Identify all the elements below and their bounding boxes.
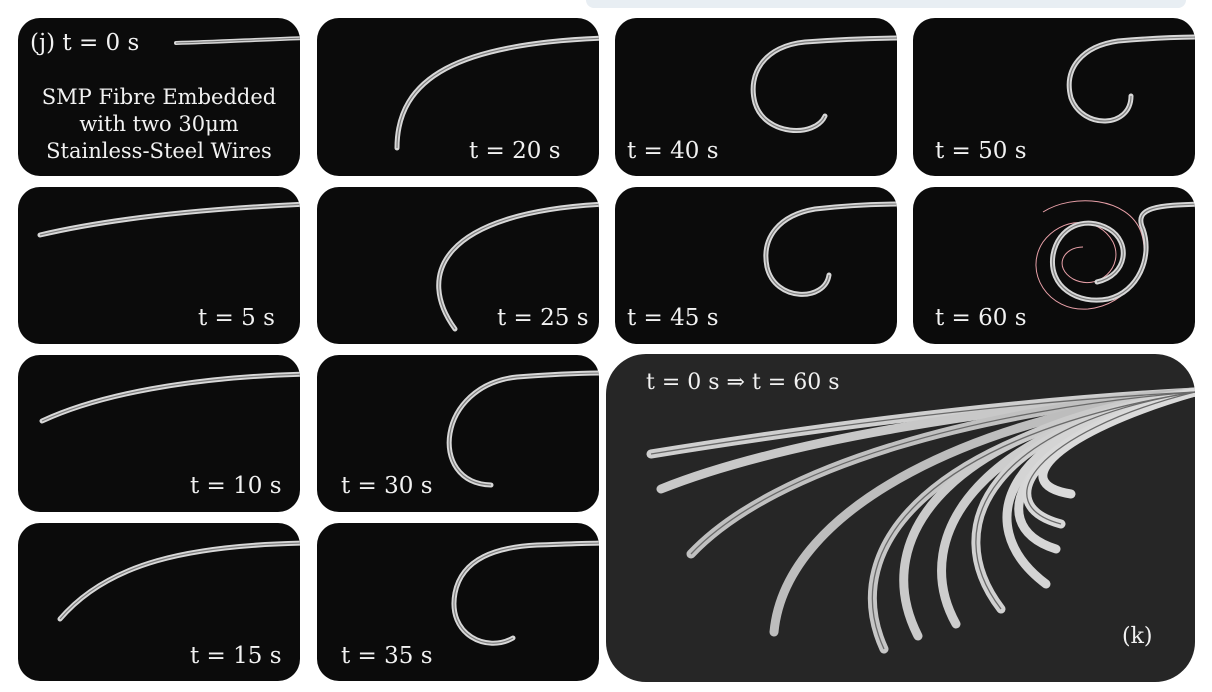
- fibre-curve-t30: [446, 370, 599, 488]
- fibre-curve-t15: [57, 540, 300, 622]
- time-label: t = 60 s: [935, 305, 1027, 331]
- caption-line-2: with two 30μm: [79, 112, 239, 136]
- panel-t25: t = 25 s: [317, 187, 599, 344]
- fibre-spiral-t60: [1035, 200, 1195, 310]
- time-label: t = 30 s: [341, 473, 433, 499]
- panel-t0: (j) t = 0 s SMP Fibre Embedded with two …: [18, 18, 300, 176]
- time-label: t = 50 s: [935, 138, 1027, 164]
- fibre-overlay: [646, 387, 1195, 654]
- fibre-curve-t25: [436, 202, 599, 332]
- panel-t45: t = 45 s: [615, 187, 897, 344]
- time-label: t = 15 s: [190, 643, 282, 669]
- fibre-curve-t10: [39, 371, 300, 424]
- composite-label: t = 0 s ⇒ t = 60 s: [646, 370, 840, 395]
- time-label: t = 35 s: [341, 643, 433, 669]
- panel-composite: t = 0 s ⇒ t = 60 s (k): [606, 354, 1195, 682]
- time-label: t = 40 s: [627, 138, 719, 164]
- fibre-curve-t50: [1066, 34, 1195, 124]
- panel-t5: t = 5 s: [18, 187, 300, 344]
- panel-t40: t = 40 s: [615, 18, 897, 176]
- time-label: t = 20 s: [469, 138, 561, 164]
- fibre-curve-t5: [37, 201, 300, 238]
- fibre-curve-t20: [394, 35, 599, 151]
- panel-label: (j) t = 0 s: [30, 30, 140, 56]
- time-label: t = 45 s: [627, 305, 719, 331]
- time-label: t = 5 s: [198, 305, 275, 331]
- panel-caption: SMP Fibre Embedded with two 30μm Stainle…: [18, 84, 300, 165]
- panel-t30: t = 30 s: [317, 355, 599, 512]
- panel-t50: t = 50 s: [913, 18, 1195, 176]
- fibre-curve-t45: [763, 201, 897, 297]
- panel-t10: t = 10 s: [18, 355, 300, 512]
- panel-tag: (k): [1122, 624, 1153, 649]
- panel-t15: t = 15 s: [18, 523, 300, 681]
- fibre-curve-t40: [750, 35, 897, 133]
- top-strip: [586, 0, 1186, 8]
- fibre-straight-t0: [174, 36, 300, 45]
- caption-line-1: SMP Fibre Embedded: [41, 85, 277, 109]
- panel-t35: t = 35 s: [317, 523, 599, 681]
- panel-t20: t = 20 s: [317, 18, 599, 176]
- time-label: t = 10 s: [190, 473, 282, 499]
- panel-t60: t = 60 s: [913, 187, 1195, 344]
- fibre-curve-t35: [451, 540, 599, 646]
- caption-line-3: Stainless-Steel Wires: [46, 139, 272, 163]
- time-label: t = 25 s: [497, 305, 589, 331]
